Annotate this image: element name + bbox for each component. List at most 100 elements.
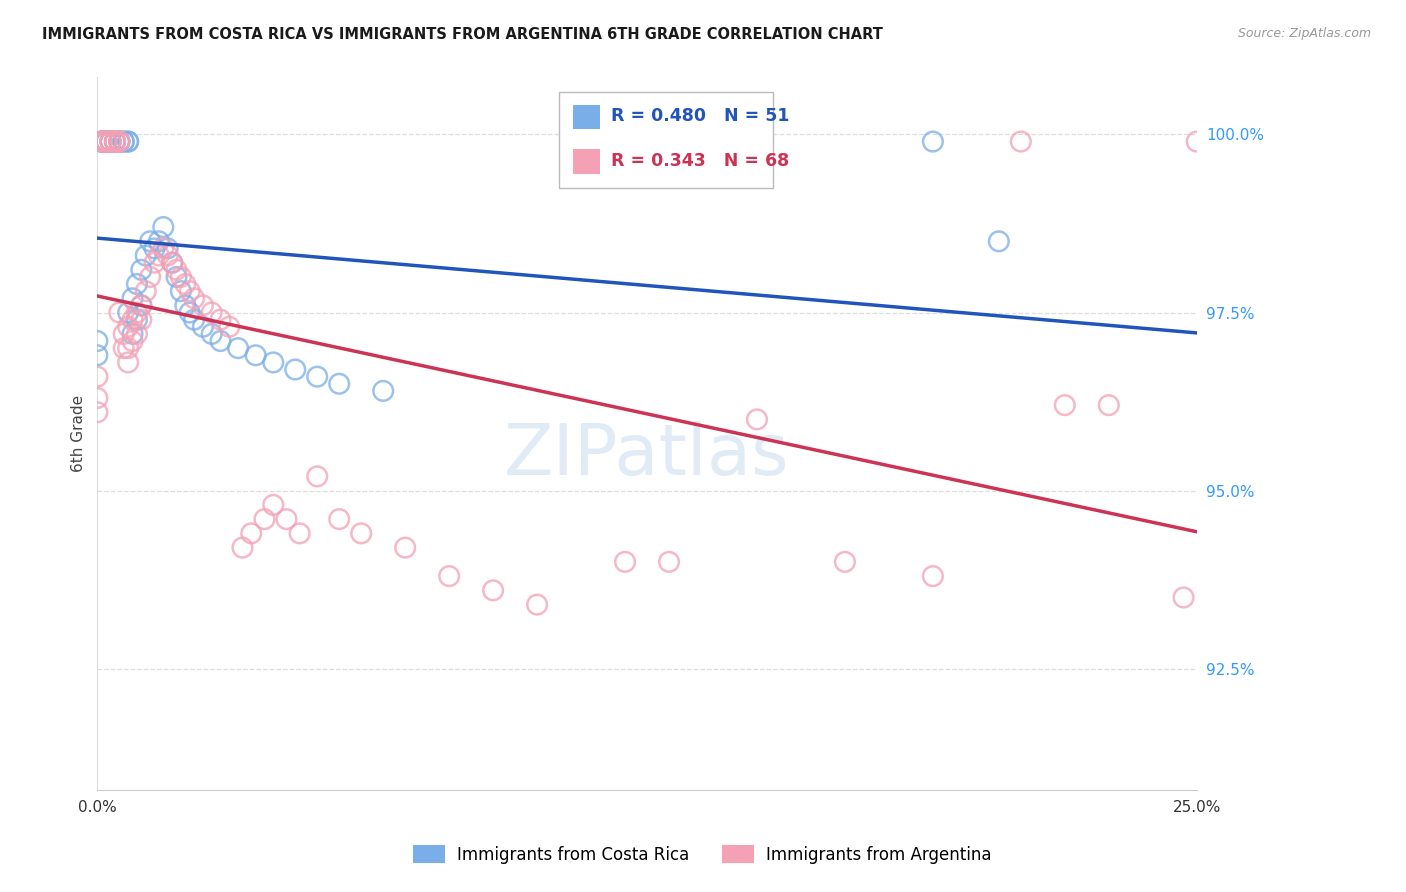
- Point: [94, 135, 117, 149]
- Point: [174, 298, 197, 312]
- Point: [143, 241, 166, 255]
- Point: [139, 269, 162, 284]
- Point: [100, 135, 122, 149]
- Point: [117, 355, 139, 369]
- Point: [86, 391, 108, 405]
- Point: [90, 135, 112, 149]
- Point: [104, 135, 127, 149]
- Point: [143, 255, 166, 269]
- Point: [117, 341, 139, 355]
- Point: [112, 326, 135, 341]
- Point: [117, 305, 139, 319]
- Point: [104, 135, 127, 149]
- Point: [108, 135, 131, 149]
- Point: [121, 334, 143, 348]
- Point: [117, 319, 139, 334]
- Point: [745, 412, 768, 426]
- Point: [328, 512, 350, 526]
- Point: [166, 269, 188, 284]
- Point: [394, 541, 416, 555]
- Legend: Immigrants from Costa Rica, Immigrants from Argentina: Immigrants from Costa Rica, Immigrants f…: [408, 839, 998, 871]
- Point: [125, 277, 148, 291]
- Point: [1098, 398, 1121, 412]
- Point: [94, 135, 117, 149]
- Point: [139, 235, 162, 249]
- Point: [131, 312, 153, 326]
- Point: [152, 220, 174, 235]
- Point: [201, 326, 224, 341]
- Point: [100, 135, 122, 149]
- Point: [148, 235, 170, 249]
- Point: [987, 235, 1010, 249]
- Point: [226, 341, 249, 355]
- Point: [156, 241, 179, 255]
- Point: [112, 341, 135, 355]
- Point: [218, 319, 240, 334]
- Point: [112, 135, 135, 149]
- Point: [307, 469, 329, 483]
- Point: [191, 319, 214, 334]
- Point: [179, 284, 201, 298]
- Point: [288, 526, 311, 541]
- Point: [1010, 135, 1032, 149]
- Point: [125, 312, 148, 326]
- Point: [90, 135, 112, 149]
- Y-axis label: 6th Grade: 6th Grade: [72, 395, 86, 472]
- Point: [253, 512, 276, 526]
- Point: [152, 241, 174, 255]
- Point: [373, 384, 395, 398]
- Point: [350, 526, 373, 541]
- Point: [328, 376, 350, 391]
- Point: [125, 305, 148, 319]
- FancyBboxPatch shape: [560, 92, 773, 188]
- Point: [112, 135, 135, 149]
- Point: [90, 135, 112, 149]
- Text: IMMIGRANTS FROM COSTA RICA VS IMMIGRANTS FROM ARGENTINA 6TH GRADE CORRELATION CH: IMMIGRANTS FROM COSTA RICA VS IMMIGRANTS…: [42, 27, 883, 42]
- Point: [121, 326, 143, 341]
- Point: [108, 135, 131, 149]
- Point: [100, 135, 122, 149]
- Point: [201, 305, 224, 319]
- Point: [108, 135, 131, 149]
- Point: [482, 583, 505, 598]
- Point: [922, 569, 945, 583]
- Point: [86, 405, 108, 419]
- Bar: [574, 104, 600, 128]
- Point: [100, 135, 122, 149]
- Point: [262, 498, 284, 512]
- Text: Source: ZipAtlas.com: Source: ZipAtlas.com: [1237, 27, 1371, 40]
- Point: [160, 255, 183, 269]
- Text: R = 0.480   N = 51: R = 0.480 N = 51: [610, 107, 789, 125]
- Point: [135, 248, 157, 262]
- Point: [614, 555, 637, 569]
- Point: [121, 312, 143, 326]
- Point: [94, 135, 117, 149]
- Point: [170, 284, 193, 298]
- Point: [94, 135, 117, 149]
- Point: [121, 291, 143, 305]
- Point: [100, 135, 122, 149]
- Point: [922, 135, 945, 149]
- Point: [108, 135, 131, 149]
- Point: [183, 291, 205, 305]
- Point: [1053, 398, 1076, 412]
- Point: [526, 598, 548, 612]
- Point: [108, 135, 131, 149]
- Point: [90, 135, 112, 149]
- Point: [1173, 591, 1195, 605]
- Point: [117, 135, 139, 149]
- Point: [100, 135, 122, 149]
- Point: [160, 255, 183, 269]
- Point: [437, 569, 460, 583]
- Point: [86, 348, 108, 362]
- Text: ZIPatlas: ZIPatlas: [505, 420, 790, 490]
- Point: [183, 312, 205, 326]
- Point: [131, 262, 153, 277]
- Point: [156, 248, 179, 262]
- Point: [170, 269, 193, 284]
- Point: [834, 555, 856, 569]
- Text: R = 0.343   N = 68: R = 0.343 N = 68: [610, 152, 789, 169]
- Point: [209, 334, 232, 348]
- Point: [191, 298, 214, 312]
- Point: [125, 326, 148, 341]
